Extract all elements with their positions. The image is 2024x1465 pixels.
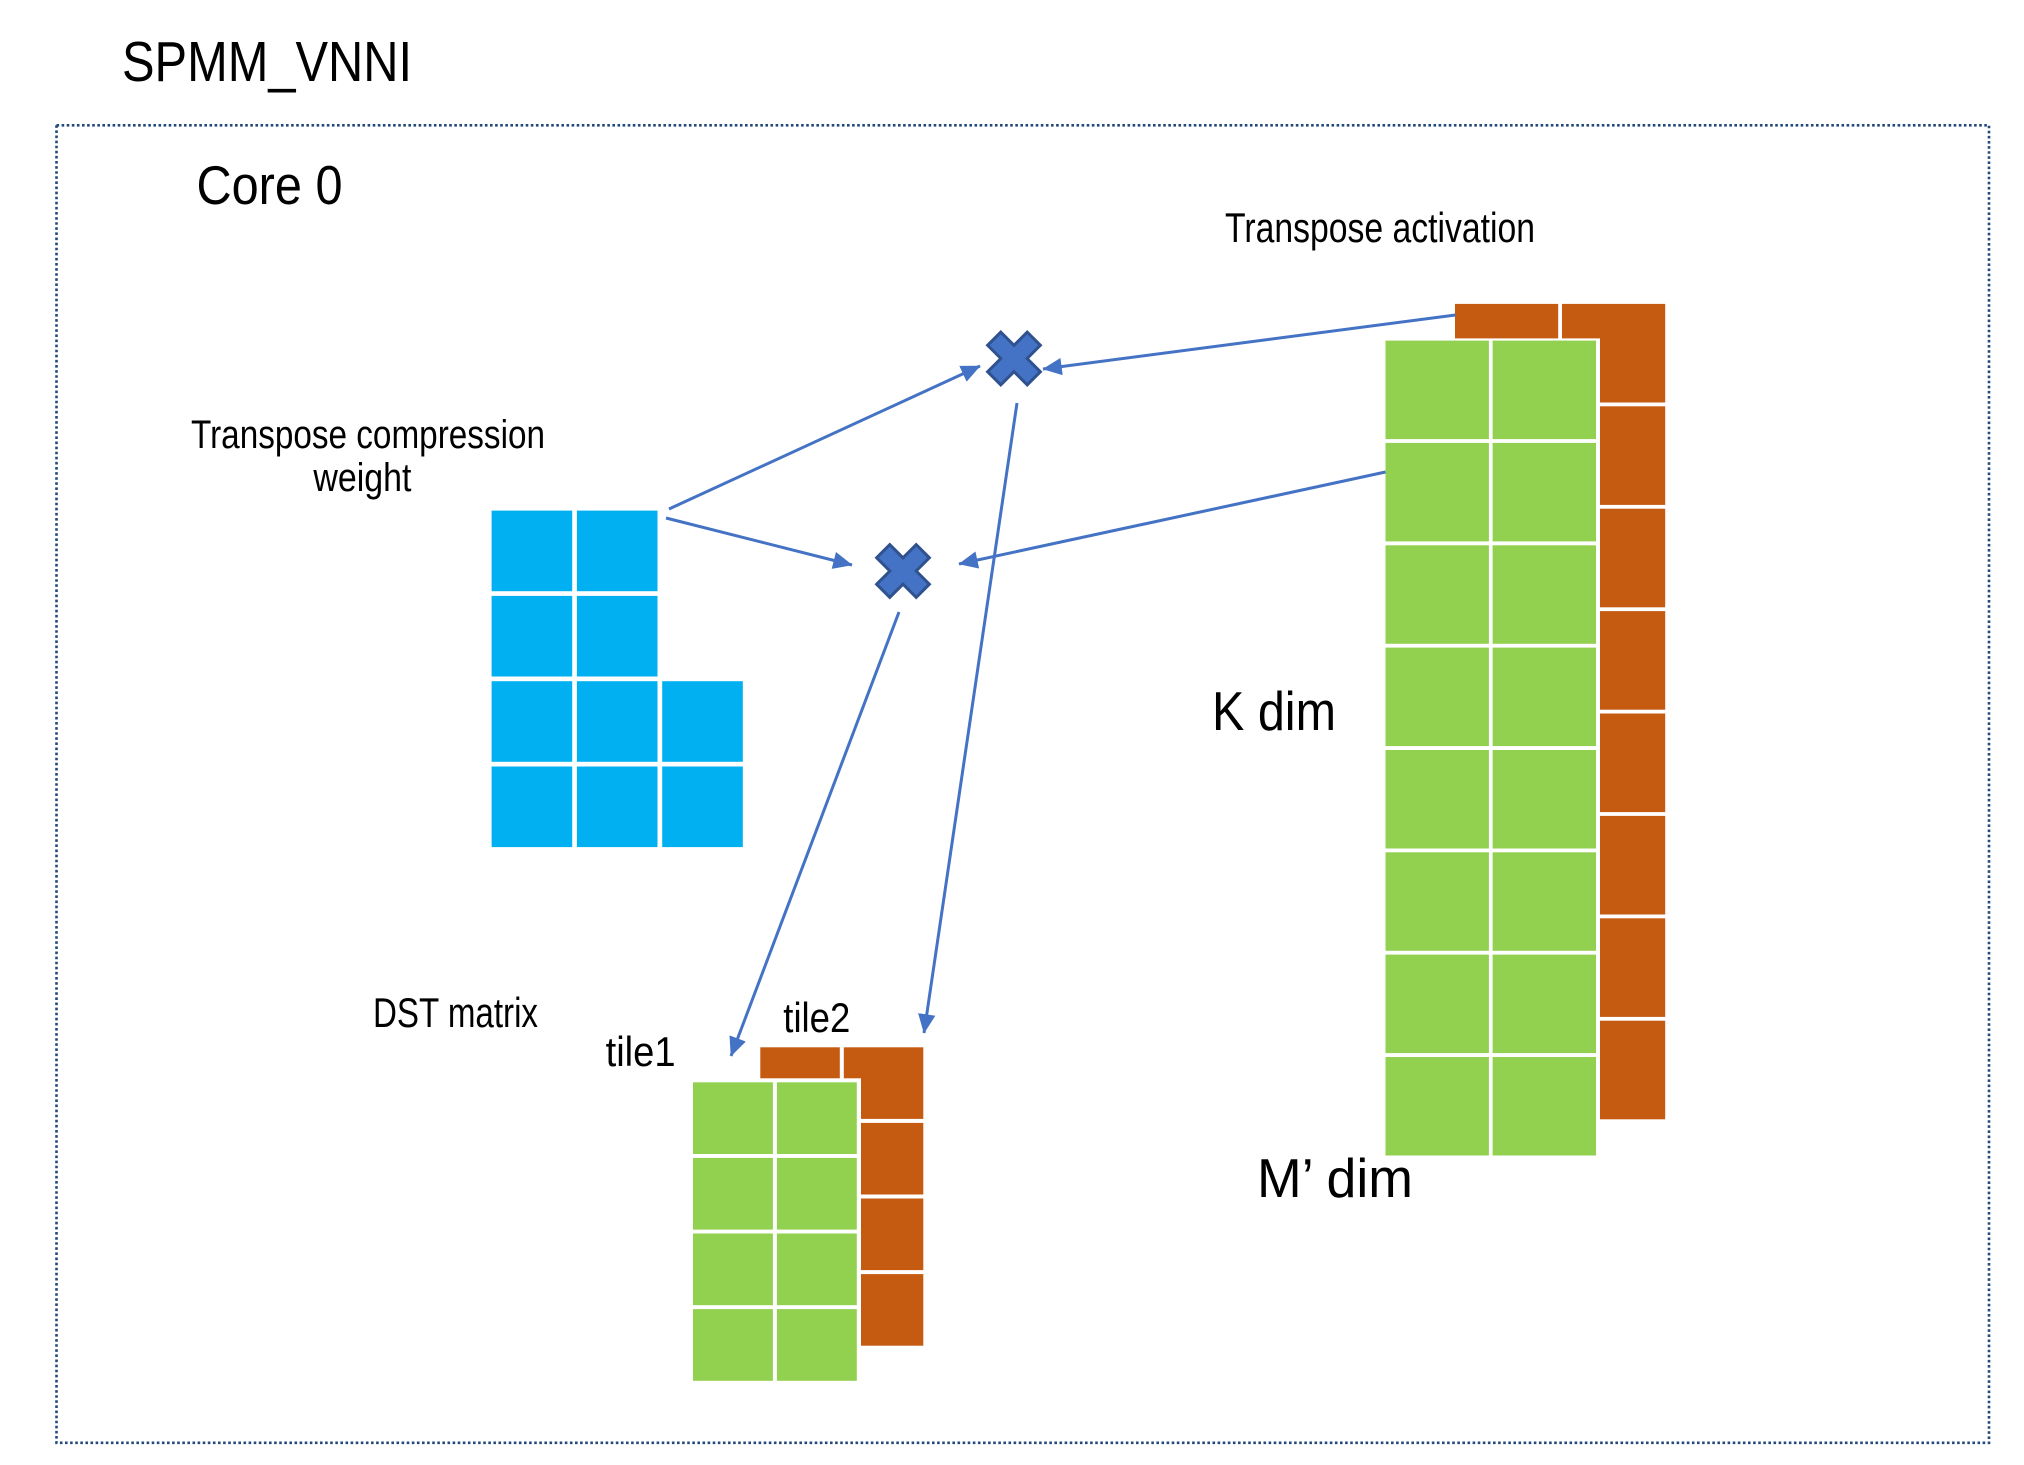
svg-text:K dim: K dim: [1212, 680, 1336, 742]
svg-text:DST matrix: DST matrix: [373, 989, 538, 1036]
svg-text:M’ dim: M’ dim: [1257, 1147, 1413, 1209]
svg-text:Transpose activation: Transpose activation: [1225, 204, 1535, 251]
svg-text:SPMM_VNNI: SPMM_VNNI: [122, 30, 412, 94]
svg-text:Core 0: Core 0: [197, 154, 343, 216]
svg-text:tile1: tile1: [606, 1028, 676, 1075]
svg-text:weight: weight: [313, 456, 412, 500]
svg-text:tile2: tile2: [783, 994, 850, 1041]
svg-text:Transpose compression: Transpose compression: [191, 413, 545, 457]
